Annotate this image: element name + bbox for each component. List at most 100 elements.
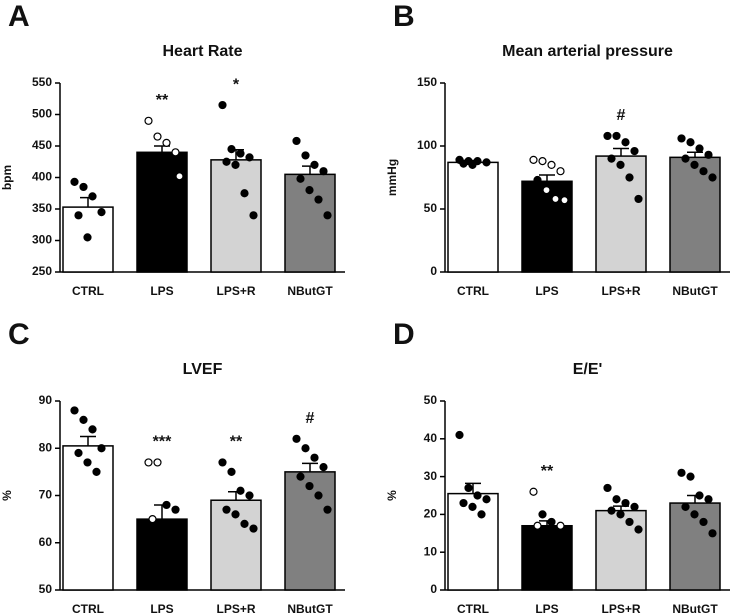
data-point: [477, 510, 486, 519]
x-tick-label: CTRL: [72, 602, 104, 614]
data-point: [157, 160, 166, 169]
data-point: [538, 157, 547, 166]
data-point: [310, 453, 319, 462]
data-point: [704, 495, 713, 504]
panel-letter: D: [393, 318, 415, 351]
y-tick-label: 40: [424, 431, 438, 445]
y-axis-label: mmHg: [385, 159, 399, 196]
data-point: [459, 159, 468, 168]
data-point: [551, 529, 560, 538]
x-tick-label: LPS+R: [216, 602, 255, 614]
chart-title: Heart Rate: [162, 43, 242, 60]
y-tick-label: 20: [424, 507, 438, 521]
x-tick-label: CTRL: [457, 602, 489, 614]
data-point: [612, 495, 621, 504]
data-point: [74, 211, 83, 220]
data-point: [166, 562, 175, 571]
data-point: [70, 406, 79, 415]
x-tick-label: NButGT: [672, 284, 718, 298]
data-point: [704, 150, 713, 159]
y-tick-label: 90: [39, 393, 53, 407]
data-point: [144, 458, 153, 467]
data-point: [603, 131, 612, 141]
data-point: [468, 502, 477, 511]
significance: *: [233, 76, 240, 93]
data-point: [175, 172, 184, 181]
data-point: [88, 425, 97, 434]
significance: **: [541, 463, 554, 480]
data-point: [249, 211, 258, 220]
data-point: [222, 505, 231, 514]
data-point: [625, 517, 634, 527]
data-point: [560, 196, 569, 205]
data-point: [171, 148, 180, 157]
data-point: [97, 208, 106, 217]
data-point: [83, 233, 92, 242]
y-axis-label: %: [385, 490, 399, 501]
data-point: [556, 521, 565, 530]
bar: [136, 518, 188, 591]
data-point: [70, 177, 79, 187]
data-point: [677, 468, 686, 477]
data-point: [607, 506, 616, 515]
data-point: [323, 505, 332, 514]
y-tick-label: 50: [39, 582, 53, 596]
data-point: [227, 145, 236, 154]
data-point: [538, 510, 547, 519]
y-tick-label: 250: [32, 264, 52, 278]
data-point: [621, 138, 630, 147]
data-point: [301, 444, 310, 453]
significance: #: [306, 410, 315, 427]
x-tick-label: NButGT: [672, 602, 718, 614]
data-point: [162, 500, 171, 510]
data-point: [314, 491, 323, 500]
data-point: [630, 146, 639, 156]
data-point: [218, 458, 227, 467]
panel-letter: C: [8, 318, 30, 351]
data-point: [144, 116, 153, 125]
y-axis-label: bpm: [0, 165, 14, 190]
error-bar: [613, 147, 629, 157]
data-point: [79, 182, 88, 192]
data-point: [616, 510, 625, 519]
data-point: [473, 491, 482, 500]
data-point: [459, 498, 468, 508]
data-point: [612, 131, 621, 141]
error-bar: [302, 462, 318, 472]
data-point: [681, 502, 690, 511]
data-point: [231, 160, 240, 169]
x-tick-label: CTRL: [457, 284, 489, 298]
data-point: [630, 502, 639, 511]
data-point: [249, 524, 258, 533]
data-point: [292, 136, 301, 146]
data-point: [699, 167, 708, 176]
y-axis-label: %: [0, 490, 14, 501]
error-bar: [465, 482, 481, 494]
bar: [136, 151, 188, 273]
data-point: [634, 194, 643, 204]
y-tick-label: 400: [32, 170, 52, 184]
data-point: [97, 444, 106, 453]
data-point: [616, 160, 625, 169]
y-tick-label: 450: [32, 138, 52, 152]
bar: [595, 509, 647, 591]
data-point: [153, 458, 162, 467]
data-point: [292, 434, 301, 443]
data-point: [556, 167, 565, 176]
error-bar: [687, 151, 703, 158]
data-point: [468, 160, 477, 169]
data-point: [305, 481, 314, 491]
data-point: [607, 154, 616, 163]
data-point: [533, 175, 542, 185]
x-tick-label: LPS+R: [216, 284, 255, 298]
data-point: [162, 138, 171, 147]
panel-letter: A: [8, 0, 30, 33]
chart-title: Mean arterial pressure: [502, 43, 673, 60]
x-tick-label: LPS+R: [601, 284, 640, 298]
data-point: [542, 525, 551, 534]
data-point: [227, 467, 236, 476]
data-point: [677, 134, 686, 143]
y-tick-label: 150: [417, 75, 437, 89]
data-point: [690, 160, 699, 169]
